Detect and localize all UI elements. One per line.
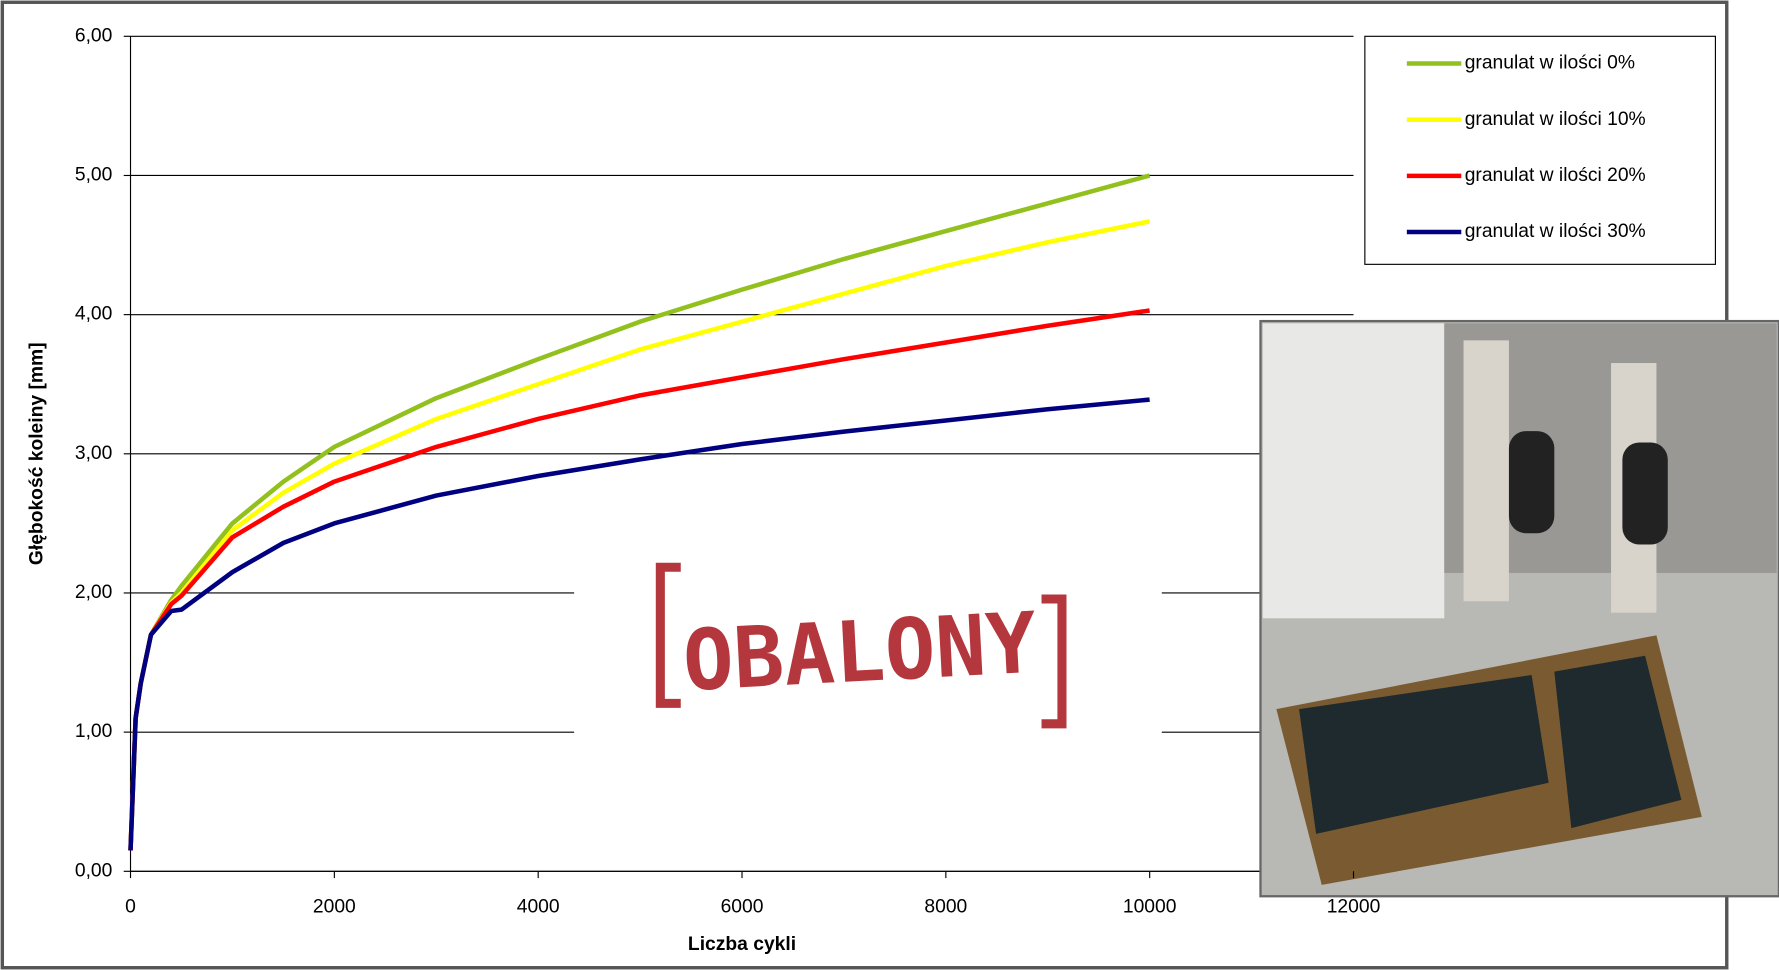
x-tick-label: 6000 xyxy=(721,897,764,918)
stamp-text: OBALONY xyxy=(680,594,1039,710)
legend-label: granulat w ilości 10% xyxy=(1465,109,1646,130)
x-tick-label: 8000 xyxy=(924,897,967,918)
photo-wall xyxy=(1263,323,1445,618)
photo xyxy=(1260,321,1778,896)
x-tick-label: 12000 xyxy=(1327,897,1381,918)
y-tick-label: 6,00 xyxy=(75,25,113,46)
y-tick-label: 0,00 xyxy=(75,860,113,881)
y-tick-label: 1,00 xyxy=(75,721,113,742)
x-tick-label: 2000 xyxy=(313,897,356,918)
photo-wheel xyxy=(1509,431,1554,533)
x-tick-label: 4000 xyxy=(517,897,560,918)
y-axis-title: Głębokość koleiny [mm] xyxy=(27,342,48,565)
x-tick-label: 0 xyxy=(125,897,136,918)
legend-label: granulat w ilości 0% xyxy=(1465,53,1635,74)
legend-label: granulat w ilości 20% xyxy=(1465,165,1646,186)
photo-arm xyxy=(1464,340,1509,601)
photo-wheel xyxy=(1622,442,1667,544)
y-tick-label: 2,00 xyxy=(75,582,113,603)
x-tick-label: 10000 xyxy=(1123,897,1177,918)
page: OBALONY Głębokość koleiny [mm] Liczba cy… xyxy=(0,0,1779,970)
y-tick-label: 5,00 xyxy=(75,165,113,186)
y-tick-label: 4,00 xyxy=(75,304,113,325)
x-axis-title: Liczba cykli xyxy=(688,934,796,955)
y-tick-label: 3,00 xyxy=(75,443,113,464)
legend-label: granulat w ilości 30% xyxy=(1465,221,1646,242)
chart: OBALONY Głębokość koleiny [mm] Liczba cy… xyxy=(0,0,1779,970)
